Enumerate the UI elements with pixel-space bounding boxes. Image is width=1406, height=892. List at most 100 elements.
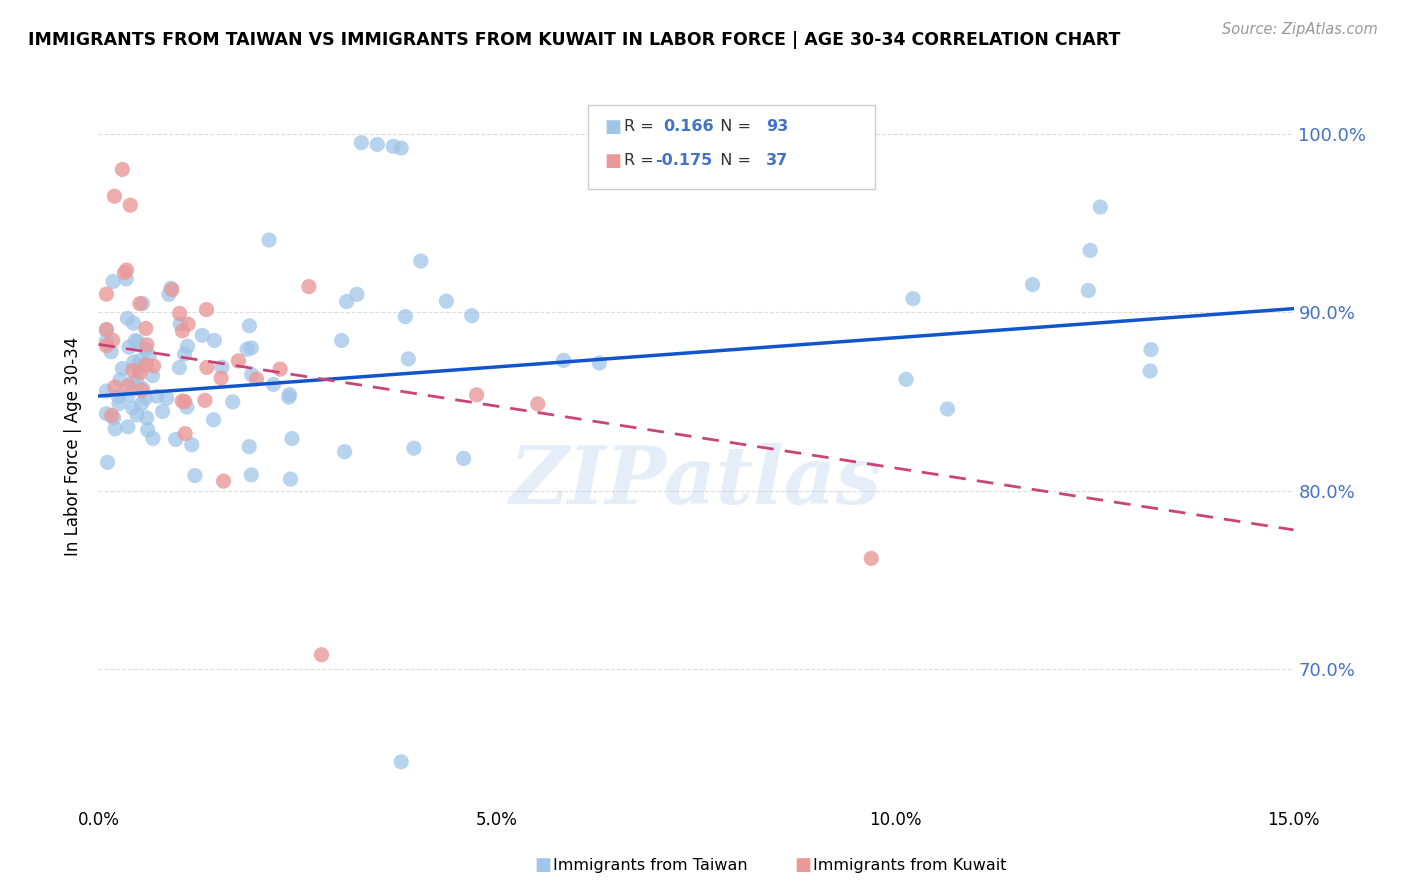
Point (209, 371, 232, 385)
Point (104, 422, 127, 436)
Point (281, 432, 304, 446)
Point (177, 317, 200, 331)
Point (245, 372, 267, 386)
Point (121, 401, 143, 415)
Point (96, 334, 118, 349)
Point (125, 374, 148, 388)
Text: N =: N = (710, 153, 756, 168)
Point (180, 438, 202, 452)
Point (336, 294, 359, 309)
Point (1078, 244, 1101, 258)
Point (240, 368, 263, 382)
Point (103, 189, 125, 203)
Point (121, 363, 143, 377)
Point (176, 400, 198, 414)
Point (1021, 277, 1043, 292)
Point (103, 411, 125, 425)
Point (1140, 343, 1163, 357)
Point (588, 356, 610, 370)
Point (128, 353, 150, 368)
Point (172, 324, 194, 338)
Text: -0.175: -0.175 (655, 153, 713, 168)
Point (132, 382, 155, 396)
Point (142, 432, 165, 446)
Point (202, 413, 225, 427)
Text: Source: ZipAtlas.com: Source: ZipAtlas.com (1222, 22, 1378, 37)
Point (465, 388, 488, 402)
Point (100, 344, 122, 359)
Point (157, 287, 180, 301)
Point (389, 755, 412, 769)
Point (142, 368, 165, 383)
Point (172, 394, 194, 409)
Point (173, 347, 195, 361)
Point (125, 408, 148, 422)
Point (1077, 284, 1099, 298)
Point (330, 334, 353, 348)
Text: R =: R = (624, 120, 659, 134)
Point (107, 389, 129, 403)
Point (118, 340, 141, 354)
Point (156, 391, 179, 405)
Point (101, 275, 124, 289)
Text: ■: ■ (605, 152, 621, 169)
Point (131, 397, 153, 411)
Point (96, 323, 118, 337)
Point (169, 306, 191, 320)
Point (277, 390, 299, 404)
Text: ZIPatlas: ZIPatlas (510, 443, 882, 520)
Point (280, 472, 302, 486)
Point (127, 334, 149, 349)
Point (115, 272, 138, 286)
Point (221, 394, 243, 409)
Point (173, 394, 195, 409)
Point (298, 279, 321, 293)
Point (228, 354, 250, 368)
Point (120, 198, 142, 212)
Point (169, 360, 191, 375)
Point (191, 328, 214, 343)
Point (176, 339, 198, 353)
Point (394, 310, 416, 324)
Point (1139, 364, 1161, 378)
Point (257, 233, 280, 247)
Point (131, 296, 153, 310)
Point (461, 309, 484, 323)
Point (136, 423, 159, 437)
Point (128, 296, 150, 310)
Point (269, 362, 291, 376)
Point (135, 410, 157, 425)
Point (108, 397, 131, 411)
Point (350, 136, 373, 150)
Point (238, 440, 260, 454)
Point (1090, 200, 1112, 214)
Text: R =: R = (624, 153, 659, 168)
Point (311, 648, 333, 662)
Point (122, 316, 145, 330)
Point (124, 334, 146, 348)
Point (138, 349, 160, 363)
Text: Immigrants from Taiwan: Immigrants from Taiwan (553, 858, 747, 872)
Point (174, 426, 197, 441)
Text: ■: ■ (794, 856, 811, 874)
Point (389, 141, 412, 155)
Point (396, 351, 419, 366)
Point (194, 393, 217, 408)
Point (115, 263, 138, 277)
Point (135, 391, 157, 405)
Point (101, 333, 124, 347)
Point (117, 311, 139, 326)
Point (262, 377, 284, 392)
Point (236, 343, 259, 357)
Point (160, 283, 183, 297)
Point (152, 404, 174, 418)
Point (333, 444, 356, 458)
Point (146, 389, 169, 403)
Y-axis label: In Labor Force | Age 30-34: In Labor Force | Age 30-34 (65, 336, 83, 556)
Point (195, 360, 218, 375)
Text: N =: N = (710, 120, 756, 134)
Point (117, 388, 139, 402)
Point (135, 321, 157, 335)
Point (240, 341, 263, 355)
Point (346, 287, 368, 301)
